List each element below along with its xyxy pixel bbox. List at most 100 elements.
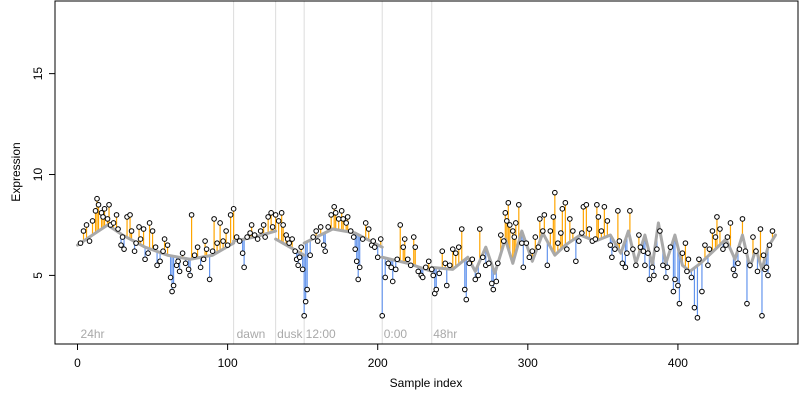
data-point-82 — [278, 210, 285, 216]
data-point-229 — [637, 244, 644, 250]
data-point-66 — [236, 238, 243, 244]
data-point-233 — [646, 276, 653, 283]
phase-label-1: dawn — [237, 327, 266, 341]
data-point-145 — [425, 258, 432, 265]
data-point-193 — [544, 262, 551, 269]
data-point-154 — [446, 262, 453, 269]
data-point-202 — [567, 216, 573, 222]
data-point-201 — [564, 246, 570, 252]
data-point-191 — [540, 228, 546, 234]
phase-label-3: 12:00 — [306, 327, 336, 341]
data-point-37 — [164, 242, 171, 248]
data-point-61 — [223, 228, 229, 234]
data-point-232 — [645, 250, 651, 257]
data-point-140 — [412, 244, 419, 250]
data-point-121 — [365, 226, 372, 232]
data-point-106 — [331, 204, 337, 210]
data-point-218 — [609, 254, 615, 261]
data-point-221 — [616, 238, 623, 244]
data-point-199 — [559, 206, 566, 212]
data-point-34 — [157, 258, 163, 265]
y-tick-label-1: 10 — [31, 168, 45, 182]
data-point-211 — [592, 236, 599, 242]
data-point-73 — [254, 236, 261, 242]
data-point-50 — [194, 244, 201, 250]
data-point-247 — [682, 240, 689, 246]
data-point-96 — [304, 286, 310, 293]
data-point-147 — [430, 272, 437, 279]
data-point-284 — [769, 228, 776, 234]
data-point-53 — [202, 238, 208, 244]
data-point-197 — [555, 240, 561, 246]
data-point-137 — [404, 256, 411, 263]
data-point-198 — [558, 230, 564, 236]
phase-label-5: 48hr — [433, 327, 457, 341]
phase-label-4: 0:00 — [384, 327, 408, 341]
phase-label-0: 24hr — [81, 327, 105, 341]
data-point-31 — [149, 228, 156, 234]
data-point-144 — [422, 264, 429, 271]
data-point-269 — [736, 246, 743, 252]
data-point-76 — [262, 234, 268, 240]
data-point-246 — [679, 250, 686, 257]
data-point-48 — [188, 212, 195, 218]
data-point-217 — [607, 242, 614, 248]
phase-label-2: dusk — [277, 327, 303, 341]
data-point-178 — [507, 222, 513, 228]
data-point-224 — [624, 250, 630, 257]
data-point-56 — [209, 248, 216, 254]
data-point-166 — [479, 254, 486, 261]
data-point-279 — [760, 252, 767, 259]
data-point-141 — [415, 268, 422, 275]
data-point-114 — [350, 234, 357, 240]
data-point-262 — [720, 246, 726, 252]
data-point-42 — [175, 258, 181, 265]
data-point-80 — [272, 212, 279, 218]
data-point-123 — [370, 238, 377, 244]
data-point-40 — [170, 282, 177, 289]
data-point-239 — [663, 274, 669, 281]
data-point-0 — [77, 240, 84, 246]
data-point-131 — [389, 278, 396, 285]
data-point-205 — [576, 238, 582, 244]
phase-labels: 24hr dawn dusk 12:00 0:00 48hr — [81, 327, 458, 341]
data-point-98 — [310, 234, 316, 240]
data-point-111 — [343, 220, 349, 226]
data-point-133 — [394, 256, 401, 263]
data-point-255 — [702, 242, 708, 248]
data-point-127 — [379, 312, 386, 319]
x-axis-title: Sample index — [390, 376, 463, 390]
data-point-212 — [594, 201, 600, 208]
data-point-24 — [133, 240, 139, 246]
data-point-184 — [520, 264, 527, 271]
data-point-261 — [717, 226, 723, 232]
data-point-60 — [220, 238, 226, 244]
data-point-226 — [630, 246, 636, 252]
data-point-5 — [92, 208, 99, 214]
data-point-277 — [757, 226, 764, 232]
data-points — [77, 189, 776, 321]
data-point-128 — [382, 274, 389, 281]
data-point-3 — [86, 238, 93, 244]
data-point-152 — [442, 260, 449, 267]
data-point-164 — [475, 272, 482, 279]
data-point-18 — [119, 234, 126, 240]
data-point-215 — [601, 204, 608, 210]
data-point-230 — [640, 248, 647, 254]
data-point-54 — [203, 246, 210, 252]
data-point-177 — [505, 199, 512, 206]
data-point-93 — [299, 266, 306, 273]
data-point-146 — [428, 266, 435, 273]
data-point-250 — [688, 274, 695, 281]
data-point-249 — [685, 256, 692, 263]
data-point-6 — [94, 195, 100, 202]
data-point-194 — [547, 228, 554, 234]
data-point-265 — [727, 220, 734, 226]
data-point-240 — [664, 264, 671, 271]
data-point-283 — [766, 242, 773, 248]
data-point-81 — [275, 218, 282, 224]
data-point-119 — [359, 236, 366, 242]
data-point-87 — [289, 236, 295, 242]
data-point-203 — [570, 228, 576, 234]
data-point-220 — [615, 208, 621, 214]
